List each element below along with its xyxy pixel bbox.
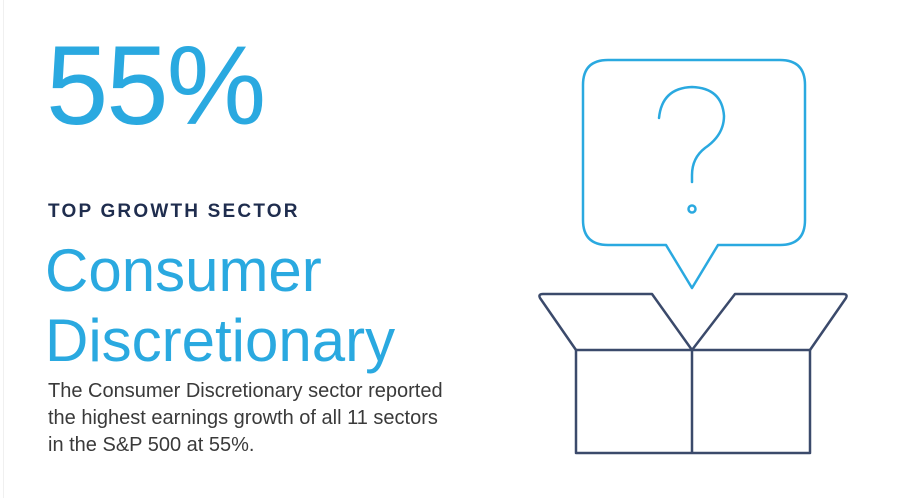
question-dot [687, 204, 697, 214]
stat-value: 55% [46, 23, 266, 148]
question-mark [657, 85, 726, 184]
frame [3, 0, 921, 498]
box-front [574, 348, 812, 455]
box-left-flap [538, 292, 694, 352]
box-right-flap [690, 292, 848, 352]
sector-heading: Consumer Discretionary [45, 237, 396, 374]
kicker: TOP GROWTH SECTOR [48, 201, 300, 222]
speech-bubble [581, 58, 807, 290]
description: The Consumer Discretionary sector report… [48, 380, 443, 456]
